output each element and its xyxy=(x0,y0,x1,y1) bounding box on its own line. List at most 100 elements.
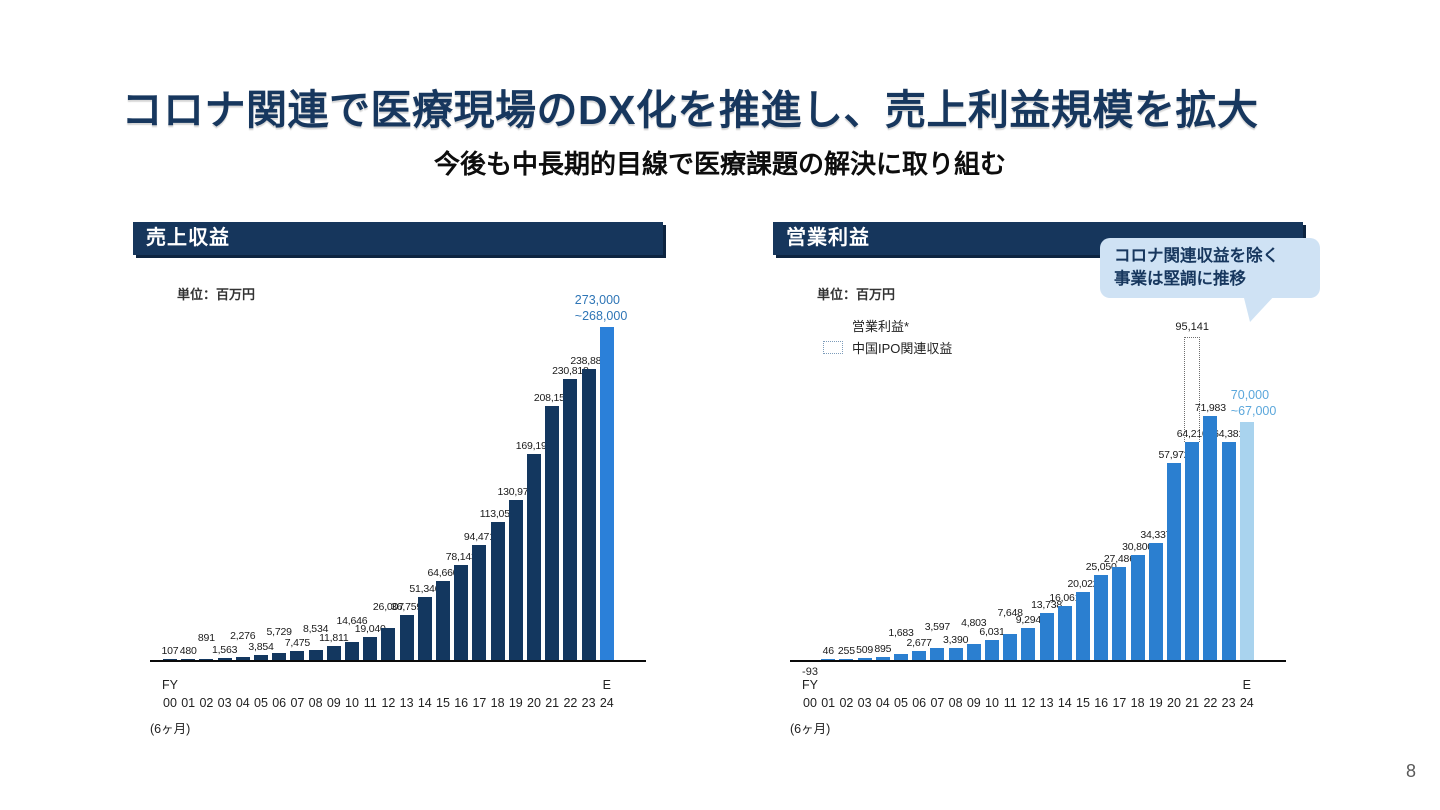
x-axis-tick: 17 xyxy=(472,696,487,710)
bar xyxy=(1185,442,1200,660)
x-axis-tick: 11 xyxy=(363,696,377,710)
bar xyxy=(1003,634,1018,660)
bar xyxy=(1039,613,1054,660)
x-axis-tick: 08 xyxy=(948,696,963,710)
bar-value-label: 230,818 xyxy=(552,365,589,377)
bar-value-label: 6,031 xyxy=(979,626,1005,638)
bar xyxy=(894,654,908,660)
legend-row-operating-profit: 営業利益* xyxy=(823,314,952,336)
bar-value-label: 57,972 xyxy=(1158,449,1190,461)
x-axis-tick: 01 xyxy=(821,696,836,710)
x-axis-tick: 13 xyxy=(399,696,414,710)
bar xyxy=(272,653,287,660)
bar xyxy=(545,406,560,660)
bar xyxy=(821,659,836,660)
bar xyxy=(490,522,505,660)
x-axis-tick: 15 xyxy=(1076,696,1090,710)
bar-value-label: 7,648 xyxy=(997,607,1023,619)
bar xyxy=(308,650,323,660)
bar-value-label: 208,159 xyxy=(533,392,571,404)
profit-chart-plot: 46 255 509 895 1,683 2,677 3,597 3,390 4,803 6,03… xyxy=(790,282,1286,662)
bar-value-label: 30,800 xyxy=(1122,541,1154,553)
bar-value-label: 4,803 xyxy=(961,617,987,629)
x-axis-tick: 02 xyxy=(839,696,854,710)
bar-value-label: 36,759 xyxy=(391,601,423,613)
x-axis-tick: 24 xyxy=(599,696,614,710)
bar xyxy=(1203,416,1218,660)
bar xyxy=(1239,422,1254,660)
revenue-header-label: 売上収益 xyxy=(146,227,230,249)
bar xyxy=(985,640,999,660)
bar xyxy=(290,651,305,660)
page-number: 8 xyxy=(1405,761,1416,781)
x-axis-tick: 04 xyxy=(235,696,250,710)
bar-value-label: 78,143 xyxy=(445,551,477,563)
x-axis-tick: 10 xyxy=(345,696,359,710)
bar-value-label: 25,050 xyxy=(1085,561,1117,573)
bar-value-label: 64,381 xyxy=(1213,428,1245,440)
bar xyxy=(163,659,177,660)
x-axis-tick: 23 xyxy=(1221,696,1236,710)
bar xyxy=(1094,575,1109,660)
bar-value-label: 19,040 xyxy=(354,623,386,635)
profit-unit-label: 単位：百万円 xyxy=(817,287,896,302)
x-axis-tick: 19 xyxy=(1148,696,1163,710)
revenue-header-bar: 売上収益 xyxy=(133,222,663,255)
forecast-range-label: 273,000 ~268,000 xyxy=(574,292,628,323)
x-axis-tick: 04 xyxy=(875,696,890,710)
bar-value-label: 46 xyxy=(822,645,834,657)
bar xyxy=(1221,442,1236,660)
bar xyxy=(399,615,414,660)
bar-value-label: 2,677 xyxy=(906,637,932,649)
slide-subtitle: 今後も中長期的目線で医療課題の解決に取り組む xyxy=(433,149,1006,179)
x-axis-tick: 21 xyxy=(545,696,560,710)
slide-title: コロナ関連で医療現場のDX化を推進し、売上利益規模を拡大 xyxy=(121,87,1259,133)
x-axis-tick: 01 xyxy=(181,696,196,710)
bar xyxy=(1167,463,1181,660)
bar xyxy=(948,648,963,660)
bar xyxy=(254,655,268,660)
x-axis-tick: 16 xyxy=(454,696,469,710)
x-axis-tick: 00 xyxy=(163,696,177,710)
bar-value-label: 169,198 xyxy=(515,440,553,452)
bar xyxy=(1057,606,1072,660)
bar xyxy=(1076,592,1090,660)
x-axis-tick: 09 xyxy=(326,696,341,710)
bar xyxy=(326,646,341,660)
bar-value-label: 14,646 xyxy=(336,615,368,627)
x-axis-tick: 12 xyxy=(1021,696,1036,710)
revenue-axis-fy-label: FY xyxy=(162,678,178,692)
x-axis-tick: 13 xyxy=(1039,696,1054,710)
bar-value-label: 509 xyxy=(856,644,874,656)
bar-value-label: 895 xyxy=(874,643,892,655)
profit-axis-fy-label: FY xyxy=(802,678,818,692)
bar xyxy=(508,500,523,660)
bar-value-label: 3,597 xyxy=(924,621,951,633)
forecast-range-label: 70,000 ~67,000 xyxy=(1230,387,1277,418)
bar-value-label: 34,337 xyxy=(1140,529,1172,541)
revenue-unit-label: 単位：百万円 xyxy=(177,287,256,302)
bar-value-label: 9,294 xyxy=(1015,614,1042,626)
bar xyxy=(912,651,927,660)
x-axis-tick: 18 xyxy=(490,696,505,710)
x-axis-tick: 05 xyxy=(254,696,268,710)
callout-line-1: コロナ関連収益を除く xyxy=(1114,247,1279,265)
bar-value-label: 11,811 xyxy=(319,632,349,644)
x-axis-tick: 24 xyxy=(1239,696,1254,710)
bar xyxy=(1021,628,1036,660)
bar xyxy=(417,597,432,660)
revenue-chart-plot: 107 480 891 1,563 2,276 3,854 5,729 7,475 8,534 1… xyxy=(150,282,646,662)
bar xyxy=(1130,555,1145,660)
bar-value-label: 3,390 xyxy=(942,634,969,646)
x-axis-tick: 21 xyxy=(1185,696,1200,710)
bar xyxy=(527,454,541,660)
bar-value-label: 238,883 xyxy=(570,355,607,367)
x-axis-tick: 20 xyxy=(527,696,541,710)
legend-row-china-ipo: 中国IPO関連収益 xyxy=(823,336,952,358)
bar xyxy=(839,659,854,660)
x-axis-tick: 12 xyxy=(381,696,396,710)
bar-value-label: 1,683 xyxy=(888,627,914,639)
revenue-axis-e-label: E xyxy=(602,678,611,692)
profit-legend: 営業利益* 中国IPO関連収益 xyxy=(823,314,952,358)
x-axis-tick: 15 xyxy=(436,696,450,710)
